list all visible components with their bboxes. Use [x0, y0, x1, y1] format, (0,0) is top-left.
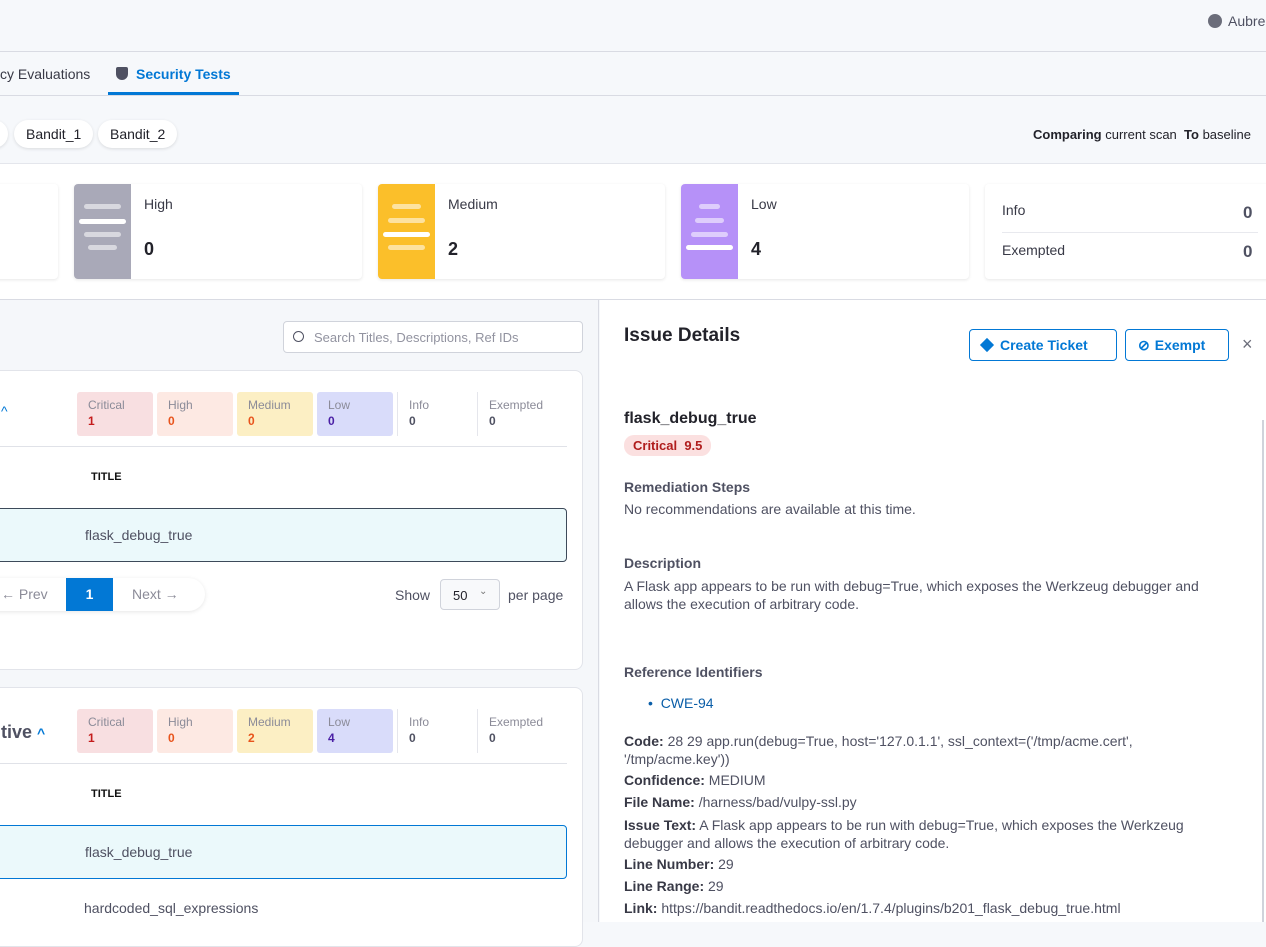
- prev-button[interactable]: ← Prev: [1, 586, 48, 602]
- chevron-up-icon[interactable]: ^: [37, 725, 46, 741]
- user-menu[interactable]: Aubre: [1208, 13, 1265, 29]
- summary-card-high[interactable]: High 0: [74, 184, 362, 279]
- low-count: 4: [751, 239, 762, 259]
- count-exempted[interactable]: Exempted 0: [477, 709, 553, 753]
- medium-count: 2: [448, 239, 459, 259]
- exempted-label: Exempted: [1002, 242, 1066, 258]
- issue-group-1: ^ Critical 1 High 0 Medium 0 Low 0 Info 0 Exe…: [0, 370, 583, 670]
- column-title: TITLE: [91, 788, 122, 800]
- group-title: tive ^: [1, 722, 46, 742]
- create-ticket-button[interactable]: Create Ticket: [969, 329, 1117, 361]
- summary-card-info-exempted[interactable]: Info 0 Exempted 0: [985, 184, 1266, 279]
- remediation-text: No recommendations are available at this…: [624, 501, 916, 517]
- ref-link[interactable]: • CWE-94: [648, 695, 714, 711]
- info-label: Info: [1002, 202, 1026, 218]
- detail-line-number: Line Number: 29: [624, 856, 734, 872]
- low-label: Low: [751, 196, 777, 212]
- page-1-button[interactable]: 1: [66, 578, 113, 611]
- issue-title: flask_debug_true: [624, 410, 757, 427]
- severity-high-icon: [74, 184, 131, 279]
- count-high[interactable]: High 0: [157, 709, 233, 753]
- description-text: A Flask app appears to be run with debug…: [624, 578, 1199, 612]
- info-count: 0: [1243, 203, 1253, 222]
- shield-icon: [116, 67, 128, 80]
- scrollbar[interactable]: [1262, 420, 1264, 922]
- issue-row[interactable]: flask_debug_true: [0, 508, 567, 562]
- issue-row[interactable]: hardcoded_sql_expressions: [84, 900, 259, 916]
- count-critical[interactable]: Critical 1: [77, 709, 153, 753]
- description-label: Description: [624, 555, 702, 571]
- severity-low-icon: [681, 184, 738, 279]
- next-button[interactable]: Next →: [132, 586, 179, 602]
- detail-file-name: File Name: /harness/bad/vulpy-ssl.py: [624, 794, 857, 810]
- user-name: Aubre: [1228, 13, 1266, 29]
- tab-policy-evaluations[interactable]: cy Evaluations: [0, 66, 91, 82]
- issue-row[interactable]: flask_debug_true: [0, 825, 567, 879]
- count-low[interactable]: Low 4: [317, 709, 393, 753]
- count-info[interactable]: Info 0: [397, 392, 473, 436]
- chip-bandit-2[interactable]: Bandit_2: [98, 120, 178, 148]
- comparison-text: Comparing current scan To baseline: [1033, 127, 1252, 142]
- count-low[interactable]: Low 0: [317, 392, 393, 436]
- medium-label: Medium: [448, 196, 498, 212]
- column-title: TITLE: [91, 471, 122, 483]
- search-icon: [293, 331, 304, 342]
- count-high[interactable]: High 0: [157, 392, 233, 436]
- details-heading: Issue Details: [624, 325, 741, 346]
- remediation-label: Remediation Steps: [624, 479, 751, 495]
- summary-card-critical[interactable]: d: [0, 184, 58, 279]
- count-exempted[interactable]: Exempted 0: [477, 392, 553, 436]
- user-icon: [1208, 14, 1222, 28]
- eye-slash-icon: ⊘: [1138, 337, 1150, 353]
- issue-group-2: tive ^ Critical 1 High 0 Medium 2 Low 4 Info…: [0, 687, 583, 947]
- count-info[interactable]: Info 0: [397, 709, 473, 753]
- detail-confidence: Confidence: MEDIUM: [624, 772, 766, 788]
- close-icon[interactable]: ×: [1242, 334, 1253, 354]
- diamond-icon: [979, 337, 995, 353]
- severity-badge: Critical 9.5: [624, 435, 712, 456]
- detail-link: Link: https://bandit.readthedocs.io/en/1…: [624, 900, 1121, 916]
- high-count: 0: [144, 239, 155, 259]
- per-page-label: per page: [508, 587, 564, 603]
- show-label: Show: [395, 587, 431, 603]
- search-input[interactable]: Search Titles, Descriptions, Ref IDs: [283, 321, 583, 353]
- chip-bandit-1[interactable]: Bandit_1: [14, 120, 94, 148]
- tab-security-tests[interactable]: Security Tests: [108, 58, 239, 95]
- high-label: High: [144, 196, 173, 212]
- count-medium[interactable]: Medium 0: [237, 392, 313, 436]
- chevron-up-icon[interactable]: ^: [1, 403, 8, 419]
- count-critical[interactable]: Critical 1: [77, 392, 153, 436]
- count-medium[interactable]: Medium 2: [237, 709, 313, 753]
- detail-line-range: Line Range: 29: [624, 878, 724, 894]
- chevron-down-icon: ⌄: [479, 586, 488, 597]
- chip-bandit-0[interactable]: [0, 120, 8, 148]
- detail-issue-text: Issue Text: A Flask app appears to be ru…: [624, 817, 1184, 851]
- detail-code: Code: 28 29 app.run(debug=True, host='12…: [624, 733, 1133, 767]
- pagination: ← Prev 1 Next →: [0, 578, 205, 611]
- exempted-count: 0: [1243, 242, 1253, 261]
- summary-card-low[interactable]: Low 4: [681, 184, 969, 279]
- tab-label: Security Tests: [136, 66, 231, 82]
- search-placeholder: Search Titles, Descriptions, Ref IDs: [314, 330, 519, 345]
- severity-medium-icon: [378, 184, 435, 279]
- per-page-select[interactable]: 50 ⌄: [440, 579, 500, 610]
- exempt-button[interactable]: ⊘ Exempt: [1125, 329, 1229, 361]
- summary-card-medium[interactable]: Medium 2: [378, 184, 665, 279]
- refs-label: Reference Identifiers: [624, 664, 763, 680]
